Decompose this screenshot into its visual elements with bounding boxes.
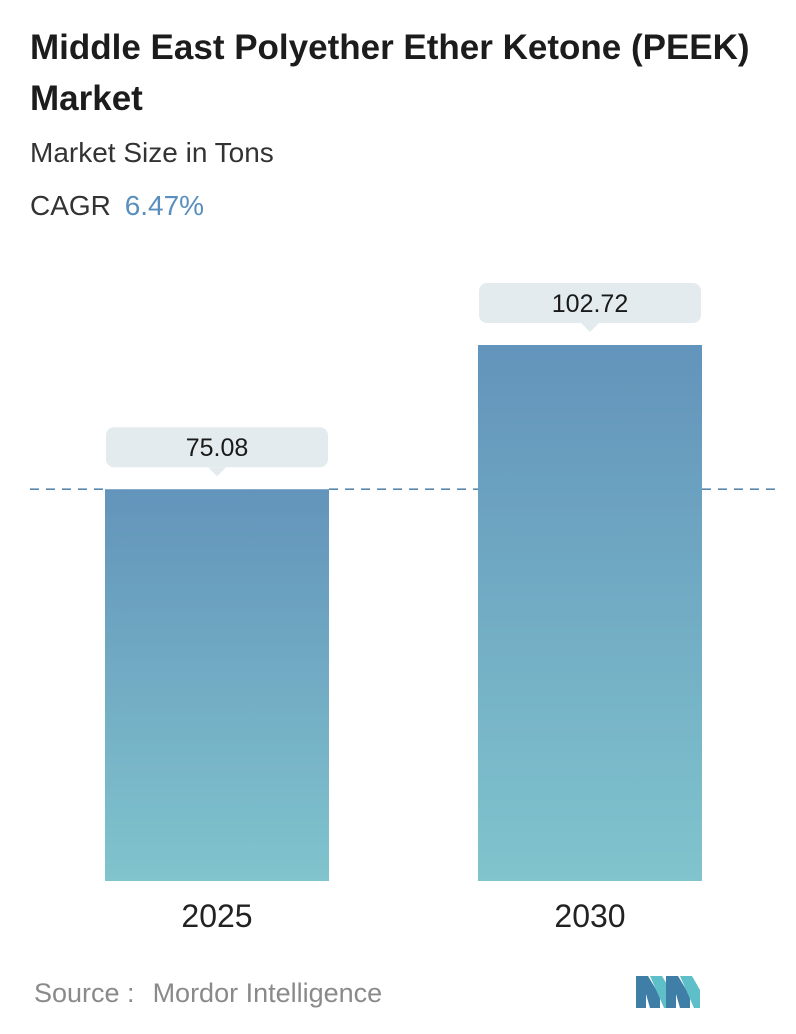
chart-subtitle: Market Size in Tons (30, 137, 274, 168)
bar-2030 (478, 345, 702, 881)
cagr-line: CAGR 6.47% (30, 190, 204, 222)
mordor-intelligence-logo-icon (636, 976, 700, 1008)
source-text: Source : Mordor Intelligence (34, 978, 382, 1009)
chart-title: Middle East Polyether Ether Ketone (PEEK… (30, 28, 750, 118)
value-label-2030: 102.72 (479, 283, 701, 332)
value-label-box (106, 427, 328, 468)
value-label-text: 75.08 (186, 434, 249, 462)
x-tick-label-2025: 2025 (181, 898, 252, 934)
value-label-box (479, 283, 701, 323)
source-label: Source : (34, 978, 135, 1008)
bar-2025 (105, 489, 329, 881)
cagr-value: 6.47% (124, 190, 205, 221)
value-label-2025: 75.08 (106, 427, 328, 477)
x-tick-label-2030: 2030 (554, 898, 625, 934)
value-label-text: 102.72 (552, 290, 628, 318)
value-label-pointer (581, 323, 599, 332)
value-label-pointer (208, 467, 226, 477)
cagr-label: CAGR (30, 190, 111, 221)
source-name: Mordor Intelligence (152, 978, 383, 1008)
